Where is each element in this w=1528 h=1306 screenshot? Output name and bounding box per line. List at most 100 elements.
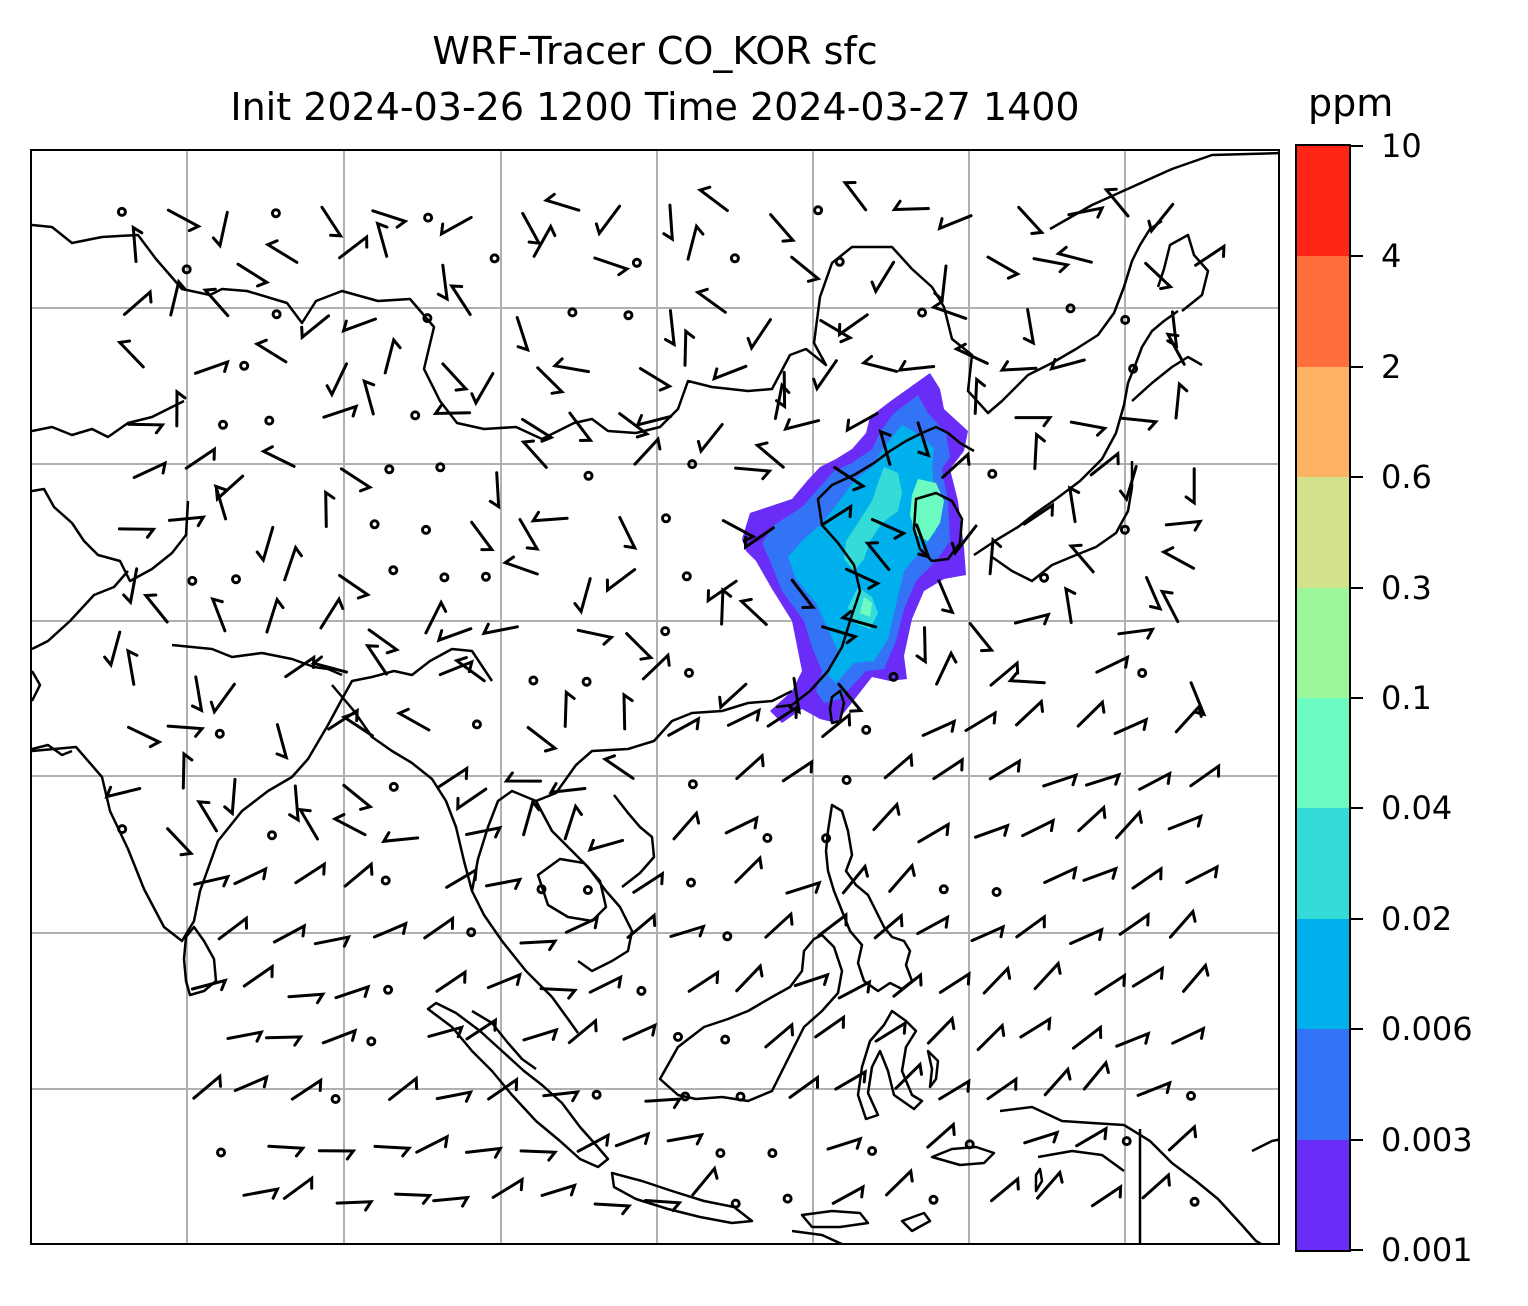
- wind-barb: [167, 515, 207, 528]
- calm-wind-circle: [861, 724, 872, 735]
- calm-wind-circle: [271, 309, 282, 320]
- wind-barb: [343, 861, 374, 888]
- wind-barb: [1049, 357, 1086, 372]
- wind-barb: [872, 801, 901, 832]
- wind-barb: [536, 366, 566, 395]
- wind-barb: [103, 630, 122, 669]
- calm-wind-circle: [1065, 303, 1076, 314]
- wind-barb: [588, 974, 623, 994]
- wind-barb: [669, 924, 706, 938]
- wind-barb: [1094, 972, 1127, 996]
- wind-barb: [1166, 310, 1179, 349]
- colorbar-tick-label: 0.04: [1381, 789, 1453, 828]
- wind-barb: [196, 800, 218, 833]
- calm-wind-circle: [917, 307, 928, 318]
- wind-barb: [539, 987, 578, 1000]
- wind-barb: [769, 213, 796, 243]
- wind-barb: [441, 362, 469, 392]
- colorbar-tick-label: 10: [1381, 127, 1422, 165]
- wind-barb: [644, 1199, 683, 1212]
- wind-barb: [1068, 543, 1095, 574]
- wind-barb: [1184, 467, 1196, 506]
- wind-barb: [672, 810, 701, 841]
- wind-barb: [372, 921, 408, 939]
- calm-wind-circle: [384, 464, 395, 475]
- wind-barb: [870, 260, 896, 295]
- colorbar-tick-label: 0.003: [1381, 1120, 1473, 1159]
- calm-wind-circle: [480, 571, 491, 582]
- calm-wind-circle: [116, 206, 127, 217]
- calm-wind-circle: [421, 524, 431, 535]
- wind-barb: [986, 255, 1021, 280]
- colorbar-tick: [1351, 1138, 1363, 1141]
- wind-barb: [916, 421, 931, 458]
- wind-barb: [532, 223, 557, 258]
- wind-barb: [324, 489, 336, 528]
- wind-barb: [1165, 332, 1186, 366]
- wind-barb: [202, 287, 230, 318]
- wind-barb: [785, 880, 822, 895]
- calm-wind-circle: [636, 985, 647, 996]
- colorbar-segment: [1297, 587, 1349, 698]
- wind-barb: [1021, 818, 1056, 838]
- map-panel: [30, 149, 1280, 1245]
- wind-barb: [522, 1027, 559, 1042]
- wind-barb: [576, 1132, 610, 1153]
- wind-barb: [522, 798, 541, 837]
- wind-barb: [335, 1200, 374, 1212]
- colorbar-tick: [1351, 365, 1363, 368]
- wind-barb: [793, 972, 830, 988]
- wind-barb: [233, 1074, 269, 1092]
- wind-barb: [1167, 1123, 1198, 1152]
- wind-barb: [339, 467, 374, 493]
- colorbar-segment: [1297, 477, 1349, 588]
- wind-barb: [1022, 502, 1055, 526]
- colorbar-tick-label: 0.6: [1381, 458, 1432, 497]
- wind-barb: [635, 414, 673, 427]
- wind-barb: [874, 1020, 907, 1043]
- wind-barb: [726, 707, 762, 727]
- wind-barb: [1171, 1025, 1206, 1045]
- wind-barb: [317, 1149, 357, 1161]
- wind-barb: [941, 451, 971, 479]
- wind-barb: [594, 204, 622, 237]
- wind-barb: [754, 441, 785, 469]
- wind-barb: [1138, 770, 1172, 791]
- wind-barb: [470, 372, 495, 407]
- calm-wind-circle: [466, 927, 477, 938]
- wind-barb: [253, 338, 288, 364]
- calm-wind-circle: [380, 875, 391, 886]
- wind-barb: [288, 784, 300, 823]
- wind-barb: [974, 823, 1010, 839]
- wind-barb: [521, 211, 542, 246]
- wind-barb: [1136, 1080, 1172, 1097]
- wind-barb: [1117, 627, 1156, 640]
- wind-barb: [976, 1022, 1006, 1052]
- wind-barb: [193, 359, 230, 375]
- calm-wind-circle: [767, 1148, 778, 1159]
- wind-barb: [641, 652, 671, 681]
- wind-barb: [837, 313, 869, 338]
- wind-barb: [837, 979, 872, 1000]
- wind-barb: [864, 541, 891, 572]
- wind-barb: [543, 192, 581, 212]
- wind-barb: [439, 215, 473, 237]
- wind-barb: [821, 711, 852, 738]
- wind-barb: [226, 1030, 264, 1043]
- wind-barb: [242, 963, 274, 988]
- wind-barb: [1095, 654, 1130, 674]
- wind-barb: [1174, 381, 1189, 420]
- wind-barb: [718, 682, 748, 711]
- calm-wind-circle: [1120, 314, 1131, 325]
- wind-barb: [375, 221, 389, 258]
- colorbar-tick: [1351, 697, 1363, 699]
- calm-wind-circle: [181, 264, 192, 275]
- wind-barb: [491, 1176, 524, 1199]
- wind-barb: [564, 915, 600, 934]
- colorbar-tick: [1351, 1028, 1363, 1031]
- calm-wind-circle: [591, 1089, 602, 1100]
- wind-barb: [1141, 1172, 1171, 1200]
- wind-barb: [831, 1184, 865, 1205]
- wind-barb: [190, 978, 228, 992]
- wind-barb: [313, 934, 352, 948]
